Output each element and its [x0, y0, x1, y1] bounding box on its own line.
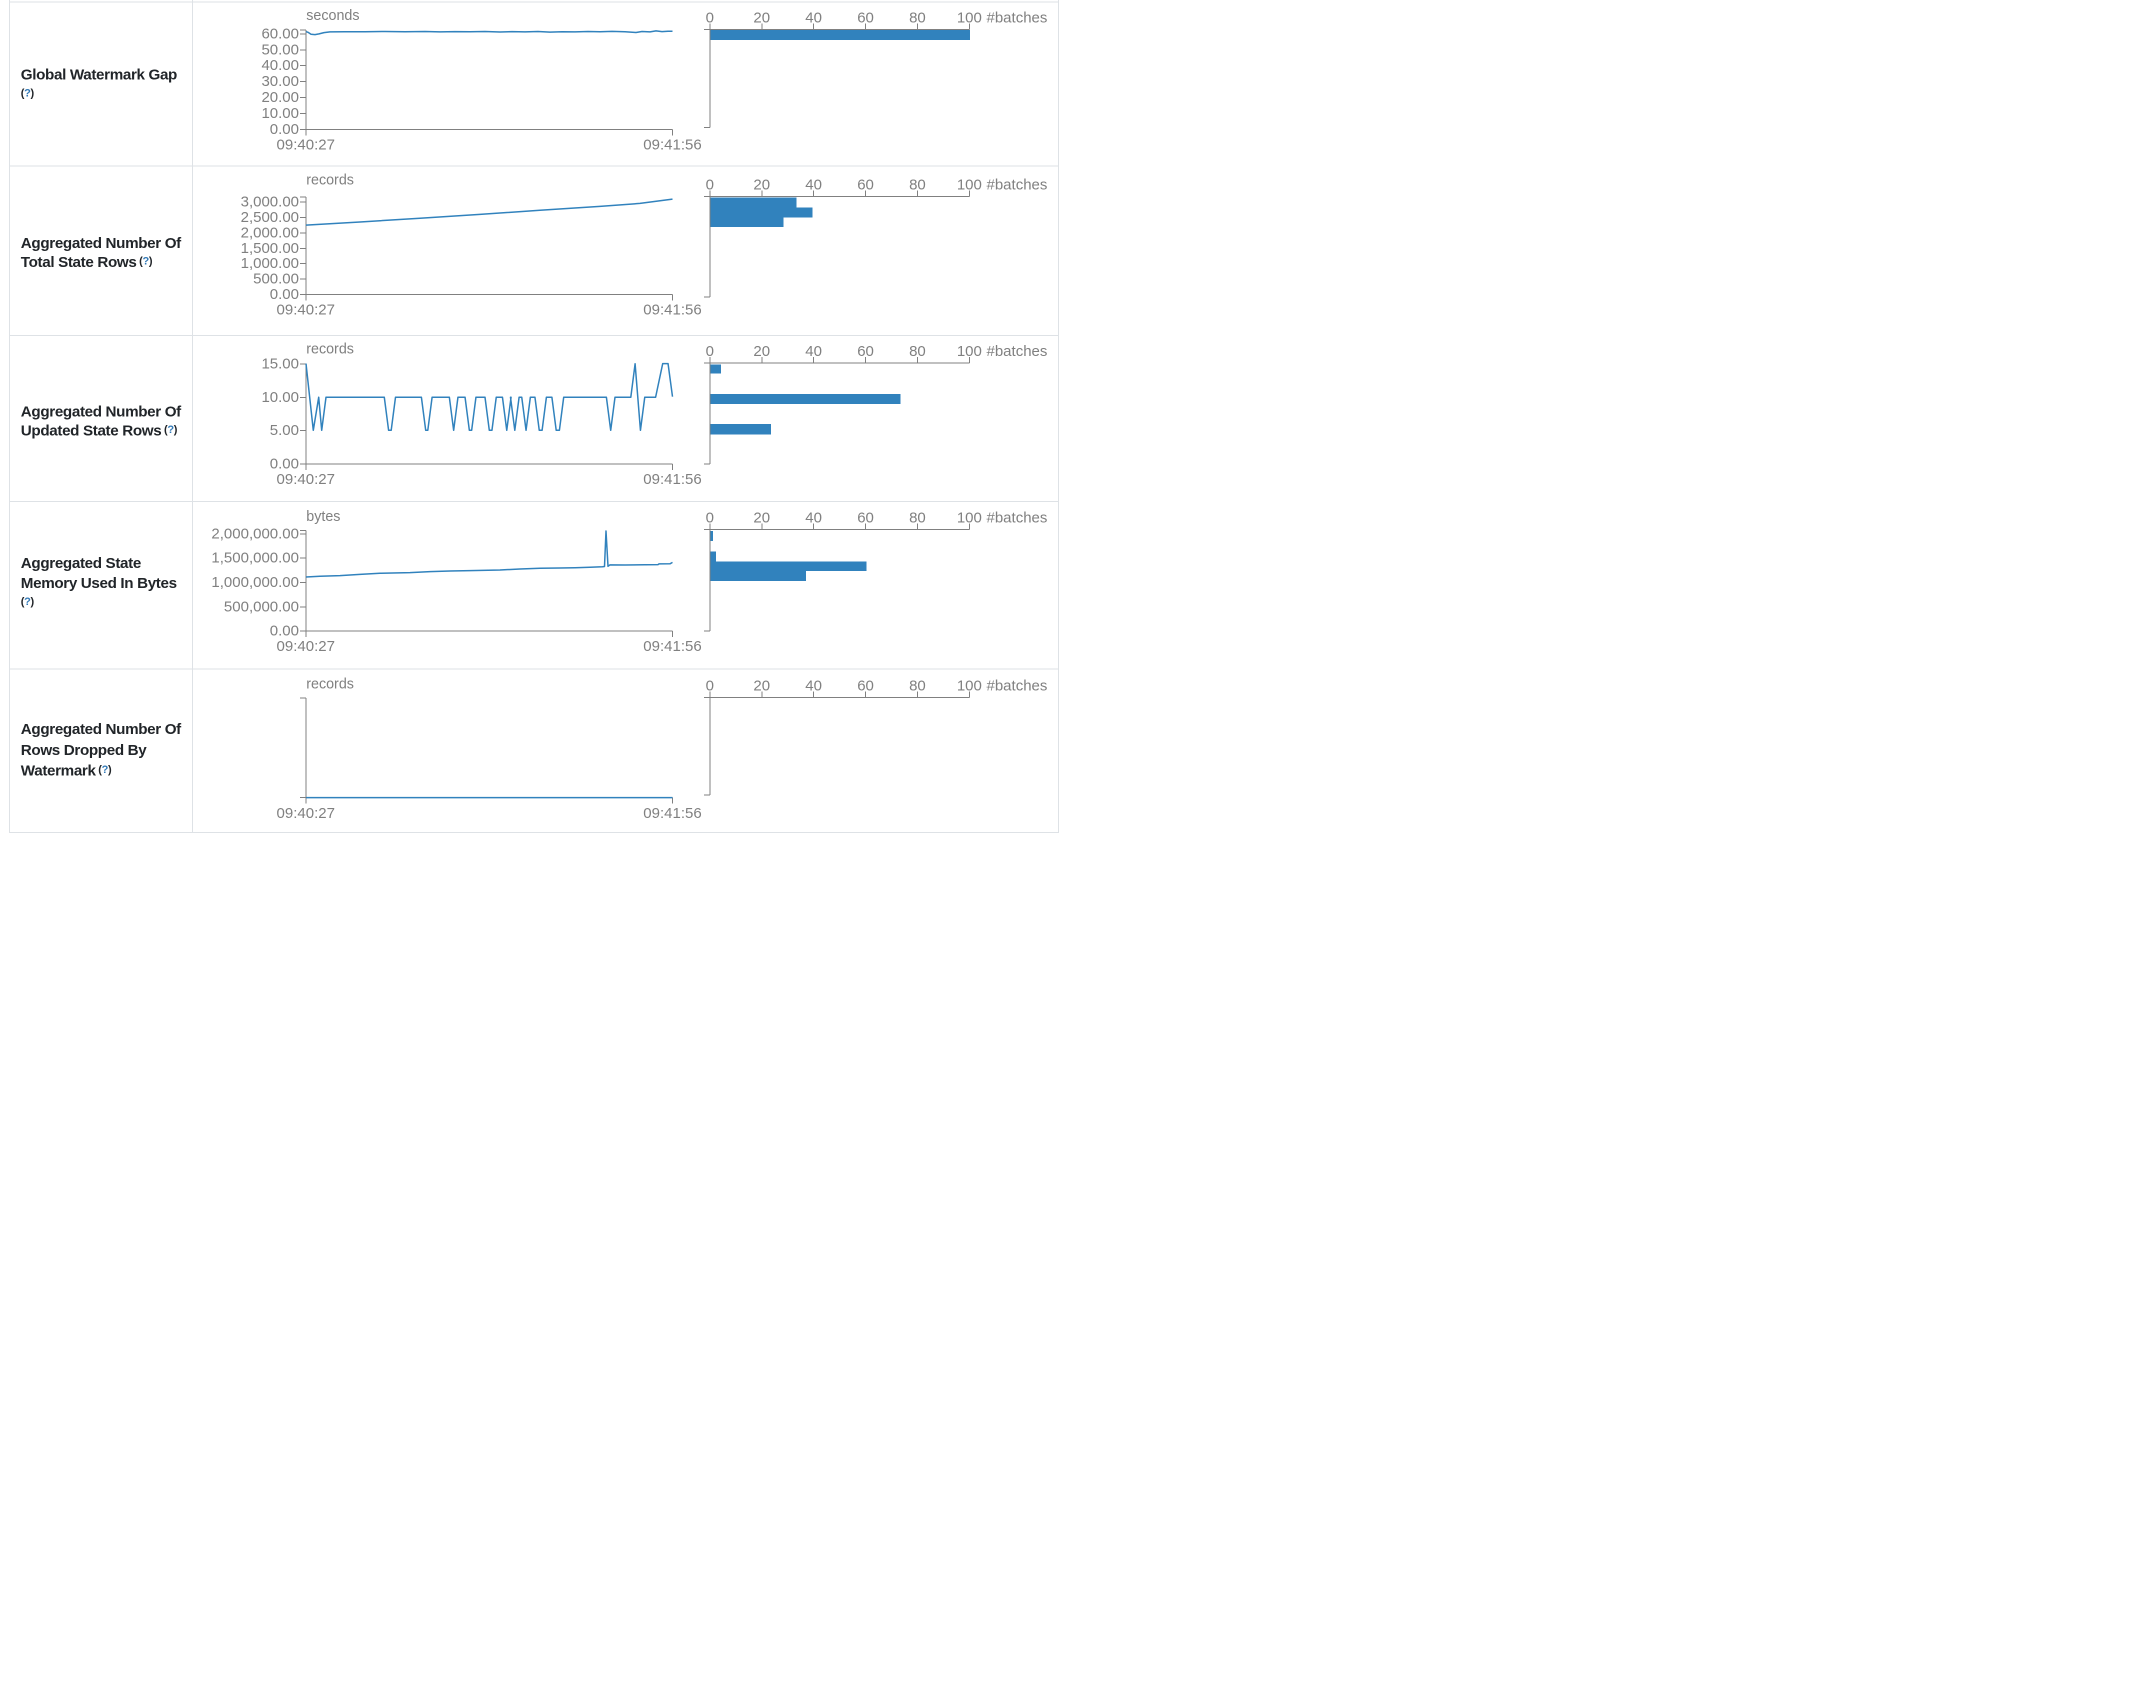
svg-text:09:41:56: 09:41:56	[643, 638, 701, 655]
svg-text:60: 60	[857, 343, 874, 360]
svg-text:60: 60	[857, 9, 874, 26]
svg-text:5.00: 5.00	[270, 422, 299, 439]
svg-text:09:40:27: 09:40:27	[277, 805, 335, 822]
svg-text:60.00: 60.00	[261, 25, 299, 42]
svg-text:09:40:27: 09:40:27	[277, 471, 335, 488]
svg-text:60: 60	[857, 176, 874, 193]
svg-text:40: 40	[805, 9, 822, 26]
svg-text:2,000.00: 2,000.00	[241, 224, 299, 241]
svg-text:1,000,000.00: 1,000,000.00	[211, 574, 299, 591]
svg-text:(?): (?)	[21, 88, 35, 100]
svg-text:15.00: 15.00	[261, 355, 299, 372]
svg-text:80: 80	[909, 9, 926, 26]
svg-text:100: 100	[957, 677, 982, 694]
svg-text:records: records	[306, 676, 354, 692]
svg-text:09:40:27: 09:40:27	[277, 301, 335, 318]
svg-text:1,000.00: 1,000.00	[241, 255, 299, 272]
svg-text:0.00: 0.00	[270, 286, 299, 303]
svg-text:records: records	[306, 341, 354, 357]
svg-text:(?): (?)	[21, 596, 35, 608]
svg-text:2,500.00: 2,500.00	[241, 209, 299, 226]
svg-text:Total State Rows (?): Total State Rows (?)	[21, 254, 153, 271]
svg-text:0: 0	[706, 509, 714, 526]
svg-text:09:41:56: 09:41:56	[643, 137, 701, 154]
svg-text:10.00: 10.00	[261, 389, 299, 406]
svg-text:09:40:27: 09:40:27	[277, 137, 335, 154]
svg-text:Watermark (?): Watermark (?)	[21, 763, 112, 780]
svg-text:1,500,000.00: 1,500,000.00	[211, 550, 299, 567]
svg-text:Aggregated State: Aggregated State	[21, 555, 141, 572]
svg-text:0: 0	[706, 677, 714, 694]
svg-text:09:40:27: 09:40:27	[277, 638, 335, 655]
svg-text:seconds: seconds	[306, 8, 359, 24]
svg-text:0: 0	[706, 176, 714, 193]
svg-text:Global Watermark Gap: Global Watermark Gap	[21, 67, 177, 84]
svg-text:100: 100	[957, 343, 982, 360]
svg-text:20: 20	[753, 343, 770, 360]
svg-text:60: 60	[857, 509, 874, 526]
svg-text:Updated State Rows (?): Updated State Rows (?)	[21, 423, 178, 440]
svg-text:40: 40	[805, 343, 822, 360]
svg-text:500.00: 500.00	[253, 270, 299, 287]
svg-text:50.00: 50.00	[261, 41, 299, 58]
svg-text:80: 80	[909, 176, 926, 193]
svg-text:#batches: #batches	[987, 677, 1048, 694]
svg-text:20: 20	[753, 176, 770, 193]
svg-text:40: 40	[805, 509, 822, 526]
svg-text:100: 100	[957, 176, 982, 193]
svg-text:20: 20	[753, 509, 770, 526]
svg-text:Aggregated Number Of: Aggregated Number Of	[21, 235, 182, 252]
svg-text:60: 60	[857, 677, 874, 694]
svg-text:80: 80	[909, 343, 926, 360]
svg-text:0.00: 0.00	[270, 623, 299, 640]
svg-text:10.00: 10.00	[261, 105, 299, 122]
svg-text:09:41:56: 09:41:56	[643, 471, 701, 488]
svg-text:40.00: 40.00	[261, 57, 299, 74]
svg-text:3,000.00: 3,000.00	[241, 194, 299, 211]
svg-text:#batches: #batches	[987, 343, 1048, 360]
svg-text:09:41:56: 09:41:56	[643, 805, 701, 822]
svg-text:20.00: 20.00	[261, 89, 299, 106]
svg-text:2,000,000.00: 2,000,000.00	[211, 525, 299, 542]
svg-text:1,500.00: 1,500.00	[241, 240, 299, 257]
svg-text:records: records	[306, 173, 354, 189]
svg-text:Aggregated Number Of: Aggregated Number Of	[21, 721, 182, 738]
svg-text:bytes: bytes	[306, 509, 340, 525]
svg-text:0: 0	[706, 9, 714, 26]
svg-text:20: 20	[753, 677, 770, 694]
svg-text:80: 80	[909, 509, 926, 526]
svg-text:#batches: #batches	[987, 509, 1048, 526]
svg-text:0.00: 0.00	[270, 121, 299, 138]
svg-text:100: 100	[957, 509, 982, 526]
svg-text:#batches: #batches	[987, 176, 1048, 193]
svg-text:Aggregated Number Of: Aggregated Number Of	[21, 403, 182, 420]
svg-text:09:41:56: 09:41:56	[643, 301, 701, 318]
svg-text:30.00: 30.00	[261, 73, 299, 90]
svg-text:40: 40	[805, 677, 822, 694]
svg-text:0.00: 0.00	[270, 455, 299, 472]
svg-text:Memory Used In Bytes: Memory Used In Bytes	[21, 575, 177, 592]
svg-text:500,000.00: 500,000.00	[224, 598, 299, 615]
svg-text:100: 100	[957, 9, 982, 26]
svg-text:20: 20	[753, 9, 770, 26]
svg-text:40: 40	[805, 176, 822, 193]
svg-text:Rows Dropped By: Rows Dropped By	[21, 742, 147, 759]
svg-text:#batches: #batches	[987, 9, 1048, 26]
svg-text:0: 0	[706, 343, 714, 360]
svg-text:80: 80	[909, 677, 926, 694]
